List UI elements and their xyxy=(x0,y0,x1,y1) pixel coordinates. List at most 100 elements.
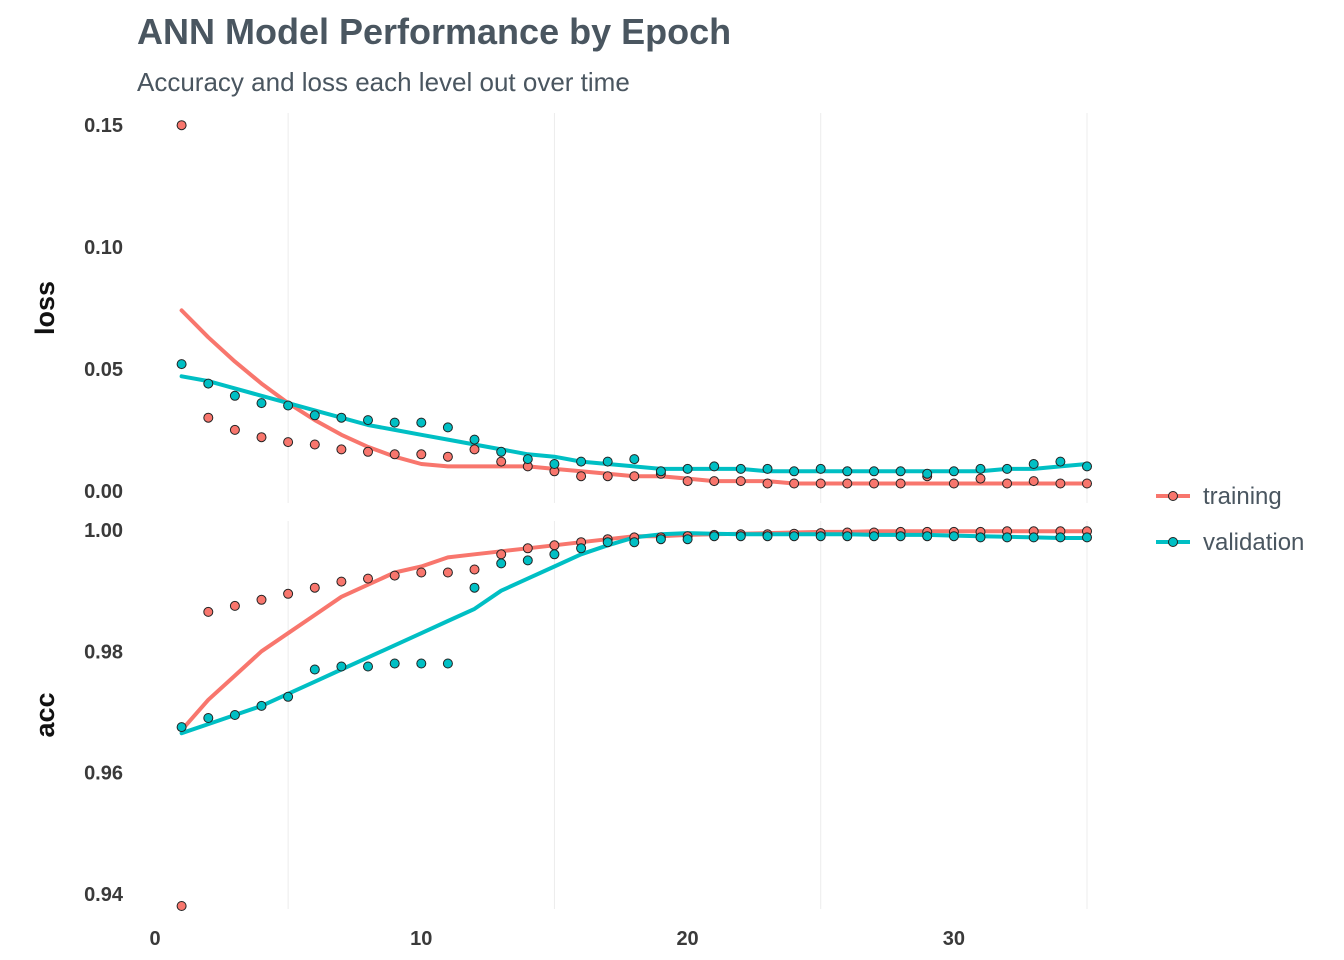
point-validation xyxy=(442,658,453,669)
point-validation xyxy=(389,658,400,669)
y-tick-label: 0.94 xyxy=(84,884,124,906)
point-validation xyxy=(762,463,773,474)
point-validation xyxy=(256,398,267,409)
point-training xyxy=(229,424,240,435)
point-validation xyxy=(309,410,320,421)
point-validation xyxy=(655,466,666,477)
point-validation xyxy=(709,531,720,542)
point-training xyxy=(842,478,853,489)
point-training xyxy=(336,576,347,587)
legend-key-point xyxy=(1168,537,1178,547)
smooth-line-validation xyxy=(179,531,1089,736)
point-validation xyxy=(762,531,773,542)
y-tick-label: 0.05 xyxy=(84,359,123,381)
y-tick-label: 0.15 xyxy=(84,115,123,137)
point-validation xyxy=(1002,463,1013,474)
point-validation xyxy=(1002,532,1013,543)
point-validation xyxy=(735,463,746,474)
legend-key-point xyxy=(1168,491,1178,501)
point-validation xyxy=(336,661,347,672)
facet-acc: acc 0.94 0.96 0.98 1.00 xyxy=(30,520,1092,911)
point-validation xyxy=(229,710,240,720)
y-tick-label: 0.96 xyxy=(84,763,123,785)
point-validation xyxy=(869,531,879,542)
point-training xyxy=(815,478,826,489)
point-validation xyxy=(1028,459,1039,469)
point-validation xyxy=(629,537,640,548)
point-training xyxy=(256,432,267,443)
y-tick-label: 1.00 xyxy=(84,520,123,542)
point-training xyxy=(682,476,693,487)
point-validation xyxy=(416,417,427,428)
point-training xyxy=(176,901,187,911)
point-training xyxy=(1055,478,1066,489)
point-training xyxy=(1082,478,1092,489)
smooth-line-training xyxy=(179,529,1089,733)
point-validation xyxy=(789,466,800,477)
plot-area: loss 0.00 0.05 0.10 0.15 acc 0.94 0.96 0.98 1.00 xyxy=(30,113,1092,911)
facet-label-loss: loss xyxy=(30,281,60,335)
point-validation xyxy=(842,531,853,542)
point-validation xyxy=(1082,461,1092,472)
point-training xyxy=(602,471,613,482)
point-validation xyxy=(469,434,480,445)
point-training xyxy=(469,564,480,575)
point-validation xyxy=(602,537,613,548)
point-validation xyxy=(1055,456,1066,467)
legend: training validation xyxy=(1156,483,1304,556)
point-training xyxy=(389,449,400,460)
facet-loss: loss 0.00 0.05 0.10 0.15 xyxy=(30,115,1092,503)
point-training xyxy=(176,120,187,131)
point-validation xyxy=(602,456,613,467)
point-validation xyxy=(469,582,480,593)
point-training xyxy=(363,573,373,584)
point-validation xyxy=(229,390,240,401)
x-tick-label: 0 xyxy=(149,928,160,950)
point-training xyxy=(1028,476,1039,487)
point-training xyxy=(442,567,453,578)
point-validation xyxy=(363,415,373,426)
point-training xyxy=(735,476,746,487)
point-validation xyxy=(442,422,453,433)
point-validation xyxy=(203,378,214,389)
point-validation xyxy=(522,555,533,566)
point-validation xyxy=(1082,532,1092,543)
point-validation xyxy=(309,664,320,675)
y-tick-label: 0.98 xyxy=(84,641,123,663)
point-training xyxy=(442,451,453,462)
point-validation xyxy=(1028,532,1039,543)
point-training xyxy=(336,444,347,455)
legend-label: training xyxy=(1203,483,1282,510)
point-training xyxy=(869,478,879,489)
point-validation xyxy=(895,531,906,542)
point-validation xyxy=(176,722,187,733)
point-training xyxy=(549,540,560,551)
smooth-line-validation xyxy=(179,374,1089,474)
point-validation xyxy=(815,463,826,474)
x-tick-label: 20 xyxy=(676,928,698,950)
point-training xyxy=(1002,478,1013,489)
point-validation xyxy=(283,400,294,411)
x-axis: 0 10 20 30 xyxy=(149,928,965,950)
point-training xyxy=(895,478,906,489)
point-training xyxy=(629,471,640,482)
point-validation xyxy=(1055,532,1066,543)
point-training xyxy=(229,600,240,611)
point-validation xyxy=(682,463,693,474)
point-training xyxy=(576,471,587,482)
point-validation xyxy=(522,454,533,465)
point-validation xyxy=(948,531,959,542)
point-validation xyxy=(283,691,294,702)
facet-label-acc: acc xyxy=(30,692,60,737)
point-validation xyxy=(416,658,427,669)
point-validation xyxy=(363,661,373,672)
point-validation xyxy=(975,532,986,543)
point-validation xyxy=(682,534,693,545)
point-validation xyxy=(789,531,800,542)
chart-title: ANN Model Performance by Epoch xyxy=(137,11,731,52)
point-validation xyxy=(389,417,400,428)
point-training xyxy=(496,549,507,560)
point-training xyxy=(762,478,773,489)
point-training xyxy=(975,473,986,484)
